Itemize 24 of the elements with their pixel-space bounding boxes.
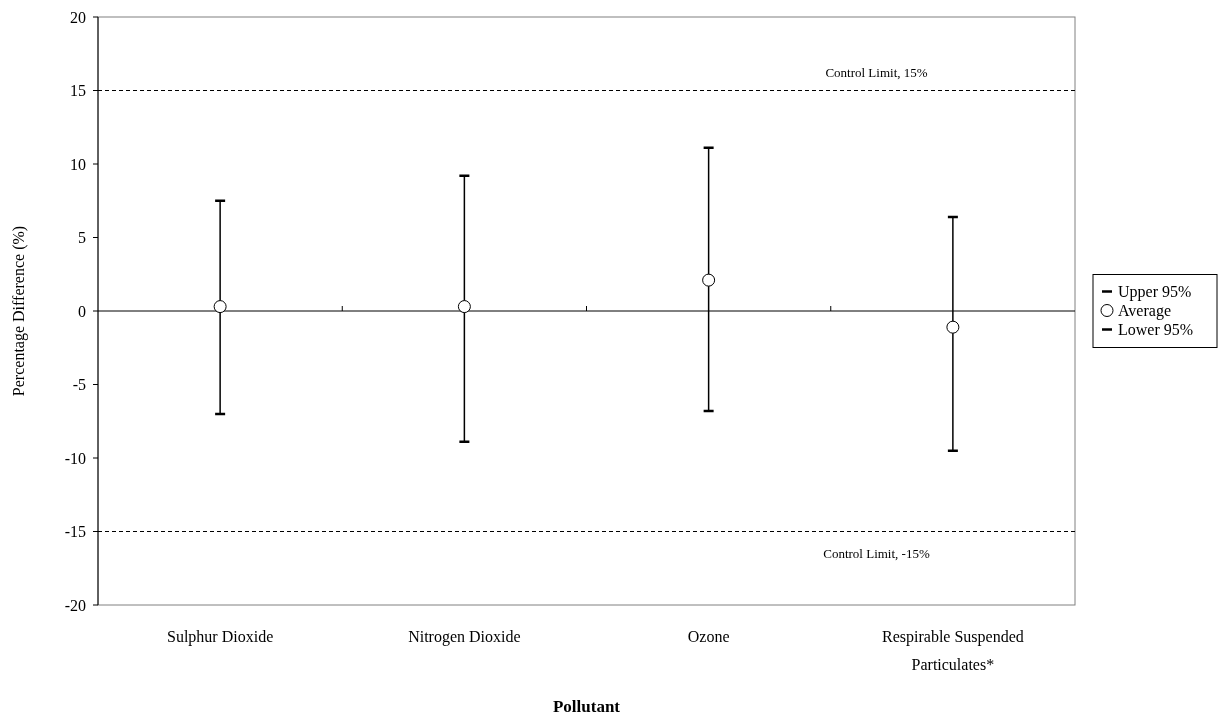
y-tick-label: 0 bbox=[78, 302, 86, 320]
x-tick-label: Respirable Suspended Particulates* bbox=[882, 628, 1024, 673]
y-tick-label: 5 bbox=[78, 229, 86, 247]
y-tick-label: 15 bbox=[70, 82, 86, 100]
y-axis-title: Percentage Difference (%) bbox=[10, 225, 28, 397]
y-tick-label: -20 bbox=[64, 596, 86, 614]
y-tick-label: -15 bbox=[64, 523, 86, 541]
legend-label: Lower 95% bbox=[1118, 321, 1194, 339]
y-tick-label: -10 bbox=[64, 449, 86, 467]
y-tick-label: 20 bbox=[70, 8, 86, 26]
point bbox=[457, 300, 471, 314]
y-tick-label: 10 bbox=[70, 155, 86, 173]
legend-label: Average bbox=[1118, 302, 1171, 321]
point bbox=[946, 320, 960, 334]
x-tick-label: Ozone bbox=[687, 628, 730, 645]
ref-line-label: Control Limit, -15% bbox=[823, 545, 930, 561]
x-tick-label: Nitrogen Dioxide bbox=[408, 628, 521, 646]
legend-label: Upper 95% bbox=[1118, 283, 1192, 302]
x-axis-title: Pollutant bbox=[552, 697, 621, 716]
ref-line-label: Control Limit, 15% bbox=[825, 64, 928, 80]
point bbox=[702, 273, 716, 287]
x-tick-label: Sulphur Dioxide bbox=[167, 628, 274, 646]
point bbox=[213, 300, 227, 314]
y-tick-label: -5 bbox=[72, 376, 86, 394]
